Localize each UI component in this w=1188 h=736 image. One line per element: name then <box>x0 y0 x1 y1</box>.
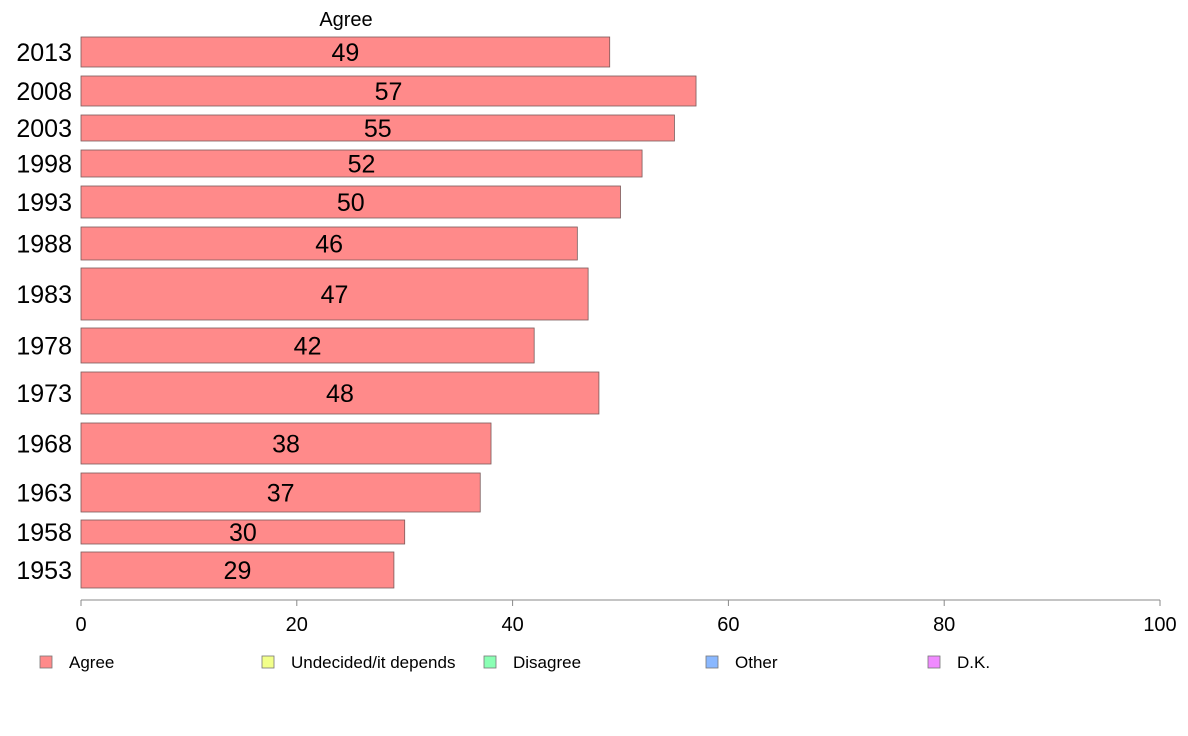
bar-1958 <box>80 519 406 545</box>
y-tick-1978: 1978 <box>16 333 72 361</box>
chart-title: Agree <box>319 9 372 31</box>
legend-label-disagree: Disagree <box>513 653 581 672</box>
bar-1993 <box>80 185 621 219</box>
x-tick-100: 100 <box>1143 614 1176 636</box>
bar-2003 <box>80 114 675 142</box>
data-label-1973: 48 <box>326 380 354 408</box>
bar-1998 <box>80 149 643 178</box>
y-tick-1953: 1953 <box>16 557 72 585</box>
legend-swatch-undecided-it-depends <box>261 655 275 669</box>
x-tick-60: 60 <box>717 614 739 636</box>
y-tick-1983: 1983 <box>16 281 72 309</box>
data-label-1983: 47 <box>321 281 349 309</box>
y-tick-1998: 1998 <box>16 151 72 179</box>
y-tick-1973: 1973 <box>16 380 72 408</box>
data-label-1953: 29 <box>224 557 252 585</box>
legend-swatch-disagree <box>483 655 497 669</box>
data-label-1988: 46 <box>315 231 343 259</box>
bar-2013 <box>80 36 611 68</box>
legend-label-d-k: D.K. <box>957 653 990 672</box>
x-tick-40: 40 <box>501 614 523 636</box>
legend-label-undecided-it-depends: Undecided/it depends <box>291 653 455 672</box>
data-label-1993: 50 <box>337 189 365 217</box>
bar-1983 <box>80 267 589 321</box>
x-tick-20: 20 <box>286 614 308 636</box>
y-tick-labels: 2013 2008 2003 1998 1993 1988 1983 1978 1973 1968… <box>16 39 72 585</box>
legend-label-other: Other <box>735 653 778 672</box>
legend: Agree Undecided/it depends Disagree Other D.… <box>39 653 990 672</box>
y-tick-1963: 1963 <box>16 480 72 508</box>
y-tick-2008: 2008 <box>16 78 72 106</box>
x-tick-80: 80 <box>933 614 955 636</box>
legend-swatch-d-k <box>927 655 941 669</box>
data-label-1963: 37 <box>267 480 295 508</box>
x-axis: 0 20 40 60 80 100 <box>75 599 1177 636</box>
bar-1973 <box>80 371 600 415</box>
legend-swatch-agree <box>39 655 53 669</box>
y-tick-1993: 1993 <box>16 189 72 217</box>
y-tick-1988: 1988 <box>16 231 72 259</box>
data-label-2008: 57 <box>375 78 403 106</box>
data-label-1978: 42 <box>294 333 322 361</box>
y-tick-2003: 2003 <box>16 115 72 143</box>
legend-label-agree: Agree <box>69 653 114 672</box>
legend-swatch-other <box>705 655 719 669</box>
data-label-1998: 52 <box>348 151 376 179</box>
bar-1968 <box>80 422 492 465</box>
bar-1978 <box>80 327 535 364</box>
data-label-1958: 30 <box>229 519 257 547</box>
bar-1988 <box>80 226 578 261</box>
data-label-1968: 38 <box>272 431 300 459</box>
y-tick-2013: 2013 <box>16 39 72 67</box>
bar-2008 <box>80 75 697 107</box>
y-tick-1958: 1958 <box>16 519 72 547</box>
data-label-2013: 49 <box>331 39 359 67</box>
bar-1953 <box>80 551 395 589</box>
x-tick-0: 0 <box>75 614 86 636</box>
data-label-2003: 55 <box>364 115 392 143</box>
bar-1963 <box>80 472 481 513</box>
y-tick-1968: 1968 <box>16 431 72 459</box>
